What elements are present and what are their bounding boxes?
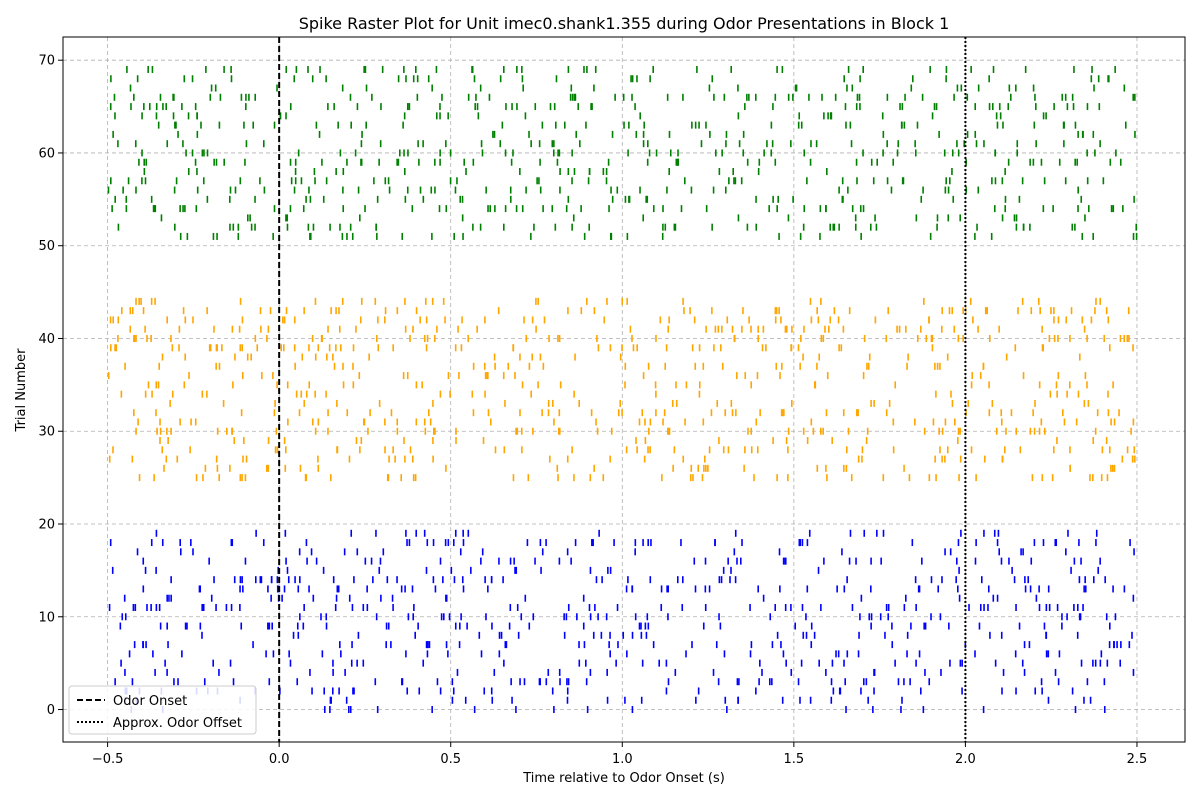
y-tick-label: 50 (38, 239, 55, 254)
x-tick-label: 1.5 (784, 752, 805, 767)
reference-lines (278, 37, 967, 742)
spike-marks (107, 65, 1138, 714)
y-tick-label: 10 (38, 610, 55, 625)
x-tick-label: 0.5 (440, 752, 461, 767)
y-tick-label: 40 (38, 332, 55, 347)
y-tick-label: 70 (38, 54, 55, 69)
x-tick-label: 0.0 (269, 752, 290, 767)
x-tick-label: 2.5 (1127, 752, 1148, 767)
y-axis-ticks: 0 10 20 30 40 50 60 70 (38, 54, 63, 718)
y-tick-label: 0 (47, 703, 55, 718)
y-tick-label: 30 (38, 425, 55, 440)
y-tick-label: 20 (38, 518, 55, 533)
legend-box (68, 685, 257, 735)
x-tick-label: 2.0 (955, 752, 976, 767)
x-axis-label: Time relative to Odor Onset (s) (522, 771, 725, 786)
x-tick-label: 1.0 (612, 752, 633, 767)
x-axis-ticks: −0.5 0.0 0.5 1.0 1.5 2.0 2.5 (92, 742, 1147, 767)
y-tick-label: 60 (38, 146, 55, 161)
plot-frame (62, 36, 1186, 743)
y-axis-label: Trial Number (14, 348, 29, 433)
grid-lines (63, 37, 1185, 742)
x-tick-label: −0.5 (92, 752, 124, 767)
legend-label: Odor Onset (113, 694, 187, 709)
legend-label: Approx. Odor Offset (113, 716, 242, 731)
legend: Odor Onset Approx. Odor Offset (68, 685, 257, 735)
chart-title: Spike Raster Plot for Unit imec0.shank1.… (299, 14, 950, 33)
